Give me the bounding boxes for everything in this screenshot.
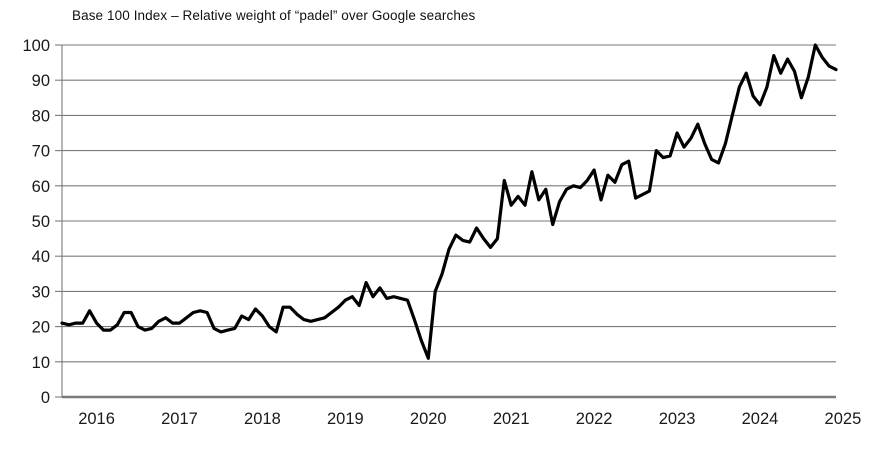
x-axis-tick-label: 2024 (742, 410, 779, 428)
y-axis-tick-label: 40 (32, 248, 50, 266)
y-axis-tick-label: 10 (32, 354, 50, 372)
y-axis-tick-label: 30 (32, 283, 50, 301)
x-axis-tick-label: 2017 (161, 410, 198, 428)
y-axis-tick-label: 60 (32, 178, 50, 196)
y-axis-tick-label: 0 (41, 389, 50, 407)
x-axis-tick-label: 2023 (659, 410, 696, 428)
x-axis-tick-label: 2022 (576, 410, 613, 428)
y-axis-tick-label: 50 (32, 213, 50, 231)
y-axis-tick-label: 90 (32, 72, 50, 90)
y-axis-tick-label: 70 (32, 143, 50, 161)
x-axis-tick-label: 2016 (78, 410, 115, 428)
x-axis-tick-label: 2020 (410, 410, 447, 428)
trend-line (60, 43, 838, 360)
y-axis-tick-label: 100 (22, 37, 50, 55)
x-axis-tick-label: 2019 (327, 410, 364, 428)
y-axis-tick-label: 20 (32, 319, 50, 337)
x-axis-tick-label: 2021 (493, 410, 530, 428)
chart-title: Base 100 Index – Relative weight of “pad… (72, 8, 476, 23)
x-axis-tick-label: 2018 (244, 410, 281, 428)
x-axis-tick-label: 2025 (825, 410, 862, 428)
y-axis-tick-label: 80 (32, 107, 50, 125)
